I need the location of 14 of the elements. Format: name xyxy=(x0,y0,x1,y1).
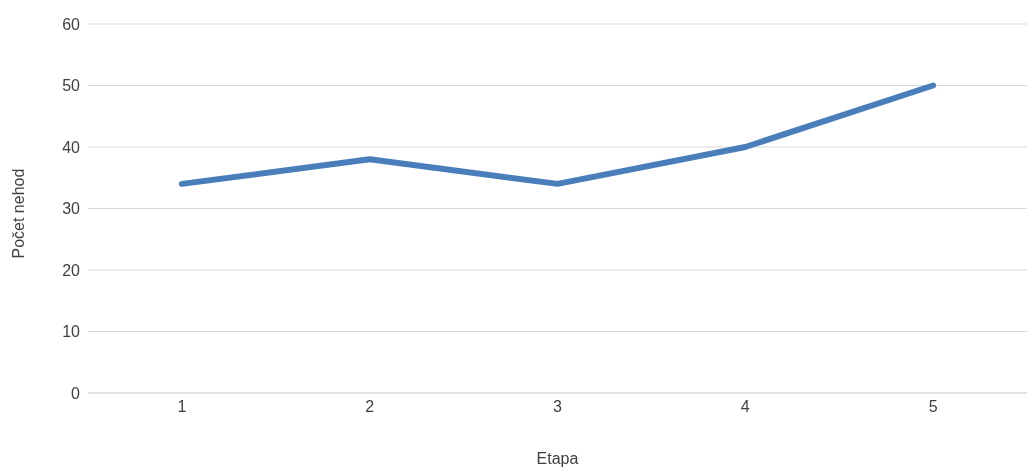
y-tick-label: 30 xyxy=(62,200,81,218)
x-axis-title: Etapa xyxy=(536,450,579,467)
x-tick-label: 5 xyxy=(928,398,938,416)
y-tick-label: 40 xyxy=(62,138,81,156)
x-tick-label: 1 xyxy=(177,398,187,416)
y-tick-label: 60 xyxy=(62,15,81,33)
y-axis-title: Počet nehod xyxy=(9,168,27,259)
x-tick-label: 3 xyxy=(553,398,563,416)
y-tick-label: 20 xyxy=(62,261,81,279)
y-tick-label: 10 xyxy=(62,323,81,341)
x-tick-label: 2 xyxy=(365,398,375,416)
x-tick-label: 4 xyxy=(740,398,750,416)
y-tick-label: 0 xyxy=(71,384,81,402)
y-tick-label: 50 xyxy=(62,77,81,95)
